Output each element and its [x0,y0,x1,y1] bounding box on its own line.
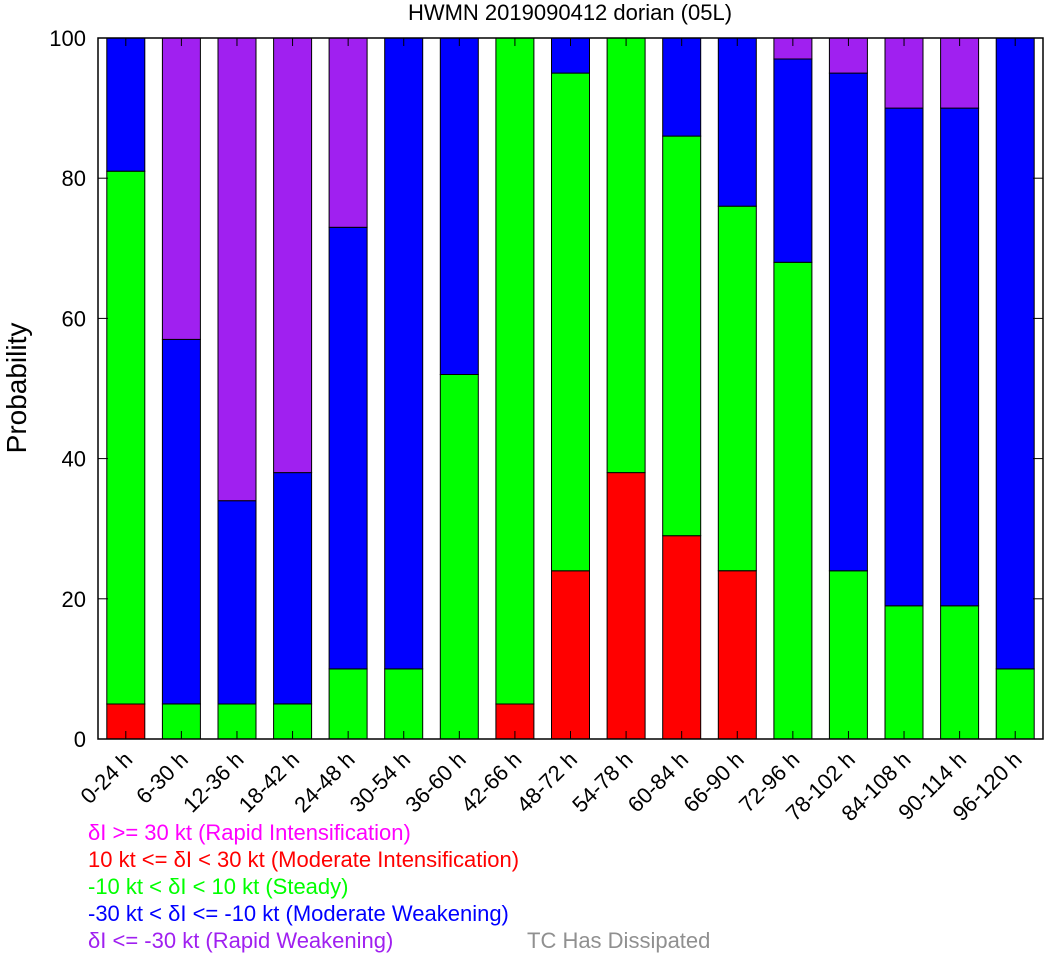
bar-segment-mw-0 [106,37,146,172]
legend-rapid-intensification: δI >= 30 kt (Rapid Intensification) [88,820,411,845]
x-tick-label: 48-72 h [512,747,582,817]
bar-segment-mi-11 [717,570,757,740]
bar-segment-st-10 [662,135,702,537]
x-tick-label: 30-54 h [345,747,415,817]
bar-segment-mw-5 [384,37,424,670]
y-tick-label: 20 [62,587,86,612]
y-tick-label: 0 [74,727,86,752]
legend-moderate-weakening: -30 kt < δI <= -10 kt (Moderate Weakenin… [88,901,509,926]
bar-segment-mi-10 [662,535,702,740]
bar-segment-mw-6 [439,37,479,375]
x-tick-label: 0-24 h [76,747,138,809]
x-tick-label: 24-48 h [289,747,359,817]
bar-segment-mw-12 [773,58,813,263]
legend-tc-dissipated: TC Has Dissipated [527,928,711,953]
bar-segment-mw-11 [717,37,757,207]
bar-segment-rw-3 [273,37,313,474]
x-tick-label: 42-66 h [456,747,526,817]
bar-segment-st-6 [439,374,479,740]
bar-segment-mw-16 [995,37,1035,670]
bar-segment-rw-1 [161,37,201,340]
bar-segment-st-7 [495,37,535,705]
bar-segment-rw-15 [940,37,980,109]
bar-segment-st-5 [384,668,424,740]
bar-segment-mw-3 [273,472,313,705]
bars-group [106,37,1035,740]
bar-segment-st-13 [828,570,868,740]
bar-segment-rw-14 [884,37,924,109]
legend-steady: -10 kt < δI < 10 kt (Steady) [88,874,349,899]
bar-segment-mw-1 [161,338,201,705]
bar-segment-st-4 [328,668,368,740]
y-tick-label: 80 [62,166,86,191]
y-tick-label: 40 [62,447,86,472]
legend-rapid-weakening: δI <= -30 kt (Rapid Weakening) [88,928,394,953]
bar-segment-rw-2 [217,37,257,502]
bar-segment-st-9 [606,37,646,474]
bar-segment-mi-9 [606,472,646,740]
bar-segment-mw-10 [662,37,702,137]
bar-segment-st-8 [551,72,590,572]
y-tick-label: 100 [49,26,86,51]
bar-segment-st-14 [884,605,924,740]
bar-segment-st-0 [106,170,146,705]
bar-segment-st-16 [995,668,1035,740]
bar-segment-mw-2 [217,500,257,705]
x-tick-label: 60-84 h [623,747,693,817]
legend-moderate-intensification: 10 kt <= δI < 30 kt (Moderate Intensific… [88,847,520,872]
bar-segment-mi-8 [551,570,590,740]
bar-segment-st-12 [773,261,813,740]
bar-segment-mw-15 [940,107,980,607]
chart-title: HWMN 2019090412 dorian (05L) [408,0,732,25]
bar-segment-rw-4 [328,37,368,228]
bar-segment-mw-13 [828,72,868,572]
bar-segment-mw-14 [884,107,924,607]
x-tick-label: 36-60 h [400,747,470,817]
plot-frame [97,37,1044,740]
bar-segment-mw-4 [328,226,368,670]
bar-segment-st-11 [717,205,757,572]
x-tick-label: 12-36 h [178,747,248,817]
x-tick-label: 54-78 h [567,747,637,817]
bar-segment-st-15 [940,605,980,740]
x-tick-label: 66-90 h [678,747,748,817]
x-tick-label: 18-42 h [234,747,304,817]
y-axis-label: Probability [1,323,32,454]
y-tick-label: 60 [62,306,86,331]
